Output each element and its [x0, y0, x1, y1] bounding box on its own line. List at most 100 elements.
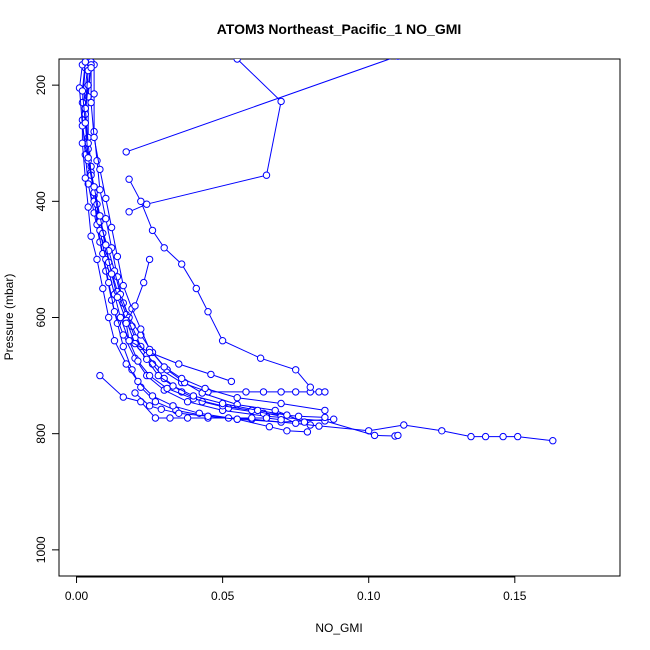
data-point	[395, 59, 401, 60]
data-point	[400, 421, 408, 429]
data-point	[93, 255, 101, 264]
profile-series-10	[122, 59, 401, 156]
data-point	[113, 252, 122, 261]
x-tick-label: 0.15	[503, 589, 527, 603]
x-tick-label: 0.00	[65, 589, 89, 603]
data-point	[189, 392, 198, 400]
data-point	[277, 416, 285, 424]
data-point	[131, 389, 139, 397]
data-point	[84, 180, 92, 188]
x-axis-label: NO_GMI	[315, 621, 362, 635]
data-point	[134, 377, 142, 386]
data-point	[119, 393, 128, 401]
data-point	[148, 226, 157, 235]
profile-series-6	[81, 66, 329, 396]
y-tick-label: 600	[34, 307, 48, 327]
data-point	[330, 415, 338, 423]
data-point	[183, 398, 192, 406]
data-point	[131, 302, 139, 310]
profile-series-2	[84, 59, 402, 440]
data-point	[107, 270, 116, 278]
data-point	[204, 308, 212, 316]
data-point	[137, 325, 145, 333]
series-line	[128, 178, 311, 388]
data-point	[87, 98, 95, 107]
profile-series-11	[125, 59, 285, 216]
data-point	[119, 281, 128, 290]
data-point	[292, 419, 300, 427]
data-point	[315, 422, 323, 430]
data-point	[119, 342, 128, 351]
data-point	[122, 148, 130, 156]
series-line	[81, 61, 553, 442]
data-point	[292, 388, 300, 396]
data-point	[145, 348, 154, 357]
data-point	[81, 104, 90, 113]
data-point	[102, 194, 110, 203]
data-point	[157, 405, 166, 413]
profile-series-8	[78, 59, 291, 419]
data-point	[87, 64, 95, 72]
profile-series-5	[81, 61, 323, 430]
data-point	[99, 284, 107, 293]
data-point	[145, 371, 154, 380]
series-line	[90, 67, 325, 411]
data-point	[107, 223, 116, 232]
profile-series-12	[125, 175, 314, 391]
data-point	[248, 414, 256, 422]
data-point	[178, 374, 186, 383]
y-axis-label: Pressure (mbar)	[2, 274, 16, 361]
y-tick-label: 200	[34, 75, 48, 95]
data-point	[96, 212, 104, 220]
data-point	[227, 377, 236, 386]
data-point	[178, 260, 186, 268]
data-point	[154, 371, 163, 380]
data-point	[175, 360, 183, 368]
data-point	[84, 203, 92, 211]
data-point	[438, 427, 446, 435]
data-point	[119, 331, 128, 339]
data-point	[145, 402, 154, 410]
data-point	[259, 388, 268, 396]
data-point	[87, 232, 95, 240]
x-axis: 0.00 0.05 0.10 0.15	[65, 576, 527, 603]
data-point	[292, 366, 300, 374]
data-point	[218, 337, 227, 345]
data-point	[96, 186, 104, 194]
data-point	[151, 414, 160, 422]
data-point	[306, 383, 314, 391]
data-point	[394, 431, 402, 440]
profile-series-15	[131, 389, 312, 436]
data-point	[233, 59, 241, 63]
data-point	[256, 354, 265, 362]
chart-title: ATOM3 Northeast_Pacific_1 NO_GMI	[217, 21, 462, 37]
data-point	[102, 241, 110, 249]
data-point	[300, 418, 309, 426]
data-point	[84, 81, 92, 89]
data-point	[514, 432, 522, 441]
data-point	[84, 154, 92, 162]
data-point	[277, 388, 285, 396]
data-point	[499, 432, 507, 441]
y-tick-label: 1000	[34, 536, 48, 563]
data-point	[113, 293, 122, 301]
data-point	[169, 402, 177, 410]
data-point	[242, 388, 250, 396]
data-point	[370, 431, 379, 440]
y-tick-label: 800	[34, 423, 48, 443]
data-point	[96, 371, 104, 380]
profile-series-9	[87, 64, 329, 415]
y-axis: 200 400 600 800 1000	[34, 75, 60, 563]
data-point	[143, 200, 151, 208]
data-point	[321, 388, 329, 396]
data-point	[137, 197, 145, 206]
data-point	[201, 384, 209, 393]
data-point	[148, 392, 157, 400]
series-line	[81, 61, 287, 416]
data-point	[303, 428, 312, 436]
data-point	[233, 415, 241, 423]
data-point	[183, 414, 192, 422]
data-point	[145, 255, 154, 264]
data-point	[169, 382, 177, 390]
